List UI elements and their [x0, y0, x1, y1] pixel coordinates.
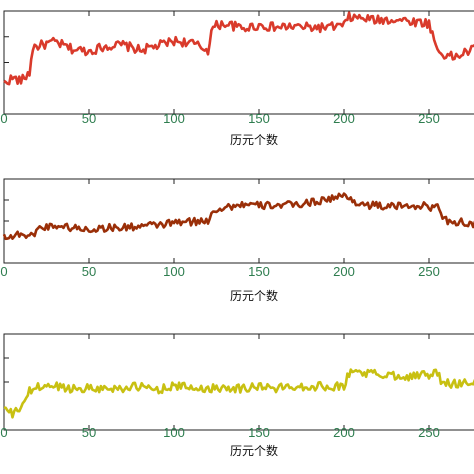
plot-frame-2	[3, 178, 474, 264]
chart-panel-2: 历元个数 0 50 100 150 200 250	[0, 178, 474, 303]
x-tick-label: 50	[82, 111, 96, 126]
x-axis-label-3: 历元个数	[230, 443, 278, 458]
plot-frame-1	[3, 10, 474, 115]
x-tick-label: 200	[333, 264, 355, 279]
x-tick-label: 250	[418, 264, 440, 279]
plot-area-2	[2, 192, 474, 241]
x-tick-label: 0	[0, 425, 7, 440]
x-tick-label: 100	[163, 425, 185, 440]
x-tick-label: 150	[248, 264, 270, 279]
chart-panel-3: 历元个数 0 50 100 150 200 250	[0, 333, 474, 458]
chart-panel-1: 历元个数 0 50 100 150 200 250	[0, 10, 474, 147]
x-tick-label: 50	[82, 425, 96, 440]
x-tick-label: 200	[333, 111, 355, 126]
x-tick-label: 200	[333, 425, 355, 440]
x-tick-label: 50	[82, 264, 96, 279]
plot-area-1	[3, 11, 474, 86]
series-line-1	[3, 11, 474, 86]
x-tick-label: 150	[248, 111, 270, 126]
series-line-3	[3, 368, 474, 419]
x-tick-label: 0	[0, 264, 7, 279]
x-tick-label: 0	[0, 111, 7, 126]
x-axis-label-1: 历元个数	[230, 132, 278, 147]
series-line-2	[2, 192, 474, 241]
plot-area-3	[3, 368, 474, 419]
x-axis-label-2: 历元个数	[230, 288, 278, 303]
x-tick-label: 150	[248, 425, 270, 440]
x-tick-label: 250	[418, 111, 440, 126]
x-tick-label: 100	[163, 111, 185, 126]
x-tick-label: 250	[418, 425, 440, 440]
plot-frame-3	[3, 333, 474, 431]
x-tick-label: 100	[163, 264, 185, 279]
